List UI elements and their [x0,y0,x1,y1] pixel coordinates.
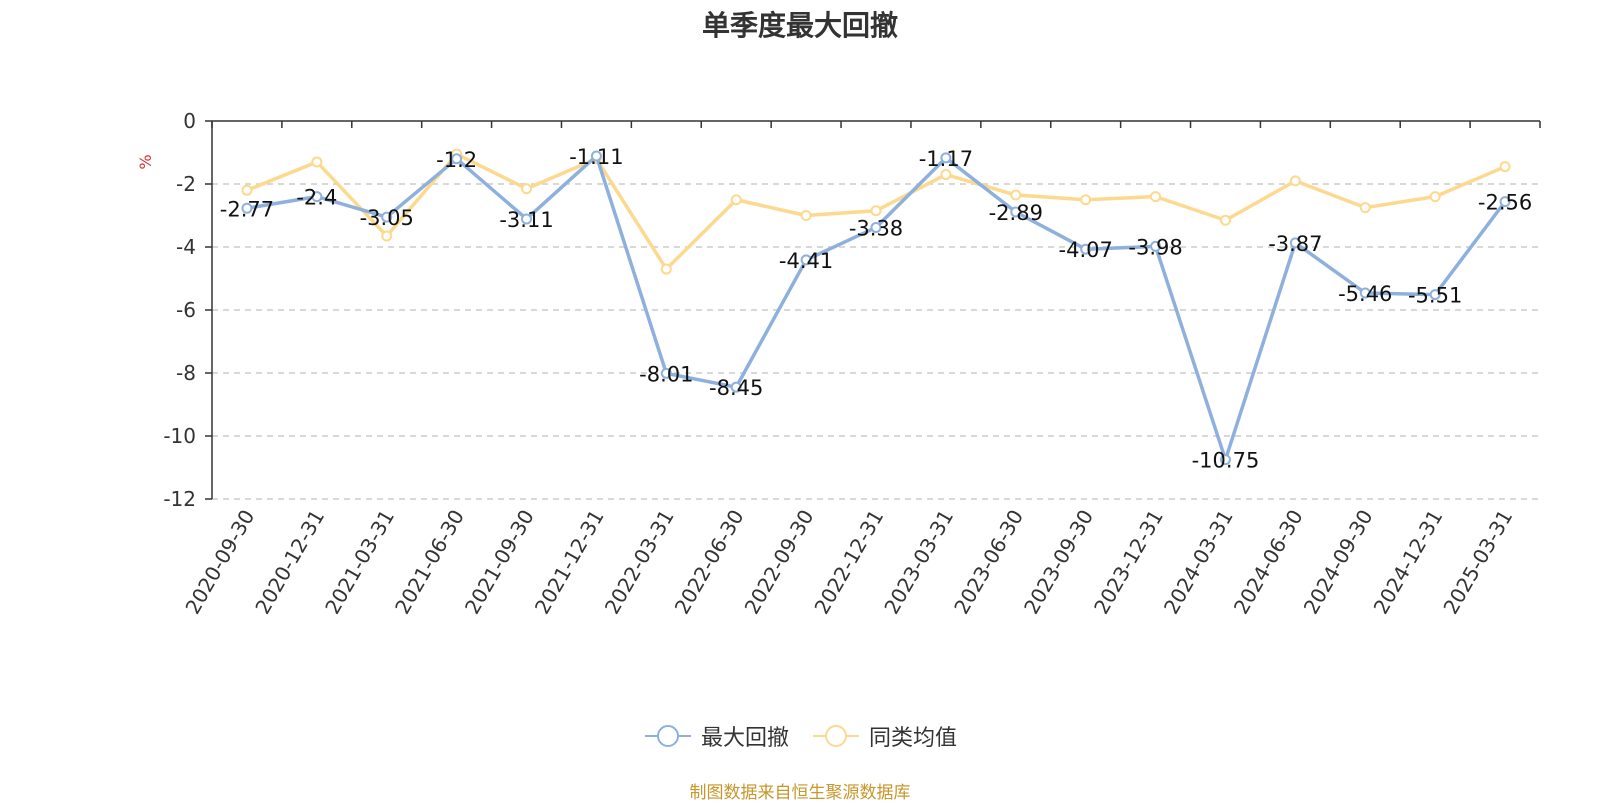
y-tick-label: -2 [176,172,196,196]
x-tick-label: 2022-06-30 [670,506,749,619]
data-point[interactable] [1010,206,1022,218]
series-line [246,154,1507,462]
data-point[interactable] [730,194,742,206]
y-tick-label: -4 [176,235,196,259]
y-tick-label: -6 [176,298,196,322]
data-label: -3.87 [1268,232,1322,256]
legend-line-icon [813,725,859,747]
x-tick-label: 2021-06-30 [390,506,469,619]
data-labels: -2.77 -2.4 -3.05 -1.2 -3.11 -1.11 -8.01 -8.45 -4… [220,145,1532,473]
data-label: -5.51 [1408,284,1462,308]
data-point[interactable] [311,156,323,168]
x-tick-label: 2021-03-31 [320,506,399,619]
data-label: -10.75 [1192,449,1260,473]
x-tick-label: 2020-12-31 [250,506,329,619]
data-point[interactable] [1429,191,1441,203]
data-point[interactable] [800,254,812,266]
x-tick-label: 2024-12-31 [1369,506,1448,619]
data-label: -3.98 [1128,235,1182,259]
legend-item[interactable]: 最大回撤 [643,720,789,752]
x-tick-label: 2024-03-31 [1159,506,1238,619]
x-tick-label: 2020-09-30 [180,506,259,619]
data-point[interactable] [381,230,393,242]
data-label: -8.45 [709,376,763,400]
data-point[interactable] [730,381,742,393]
axes: 0-2-4-6-8-10-122020-09-302020-12-312021-… [163,109,1541,619]
data-point[interactable] [241,202,253,214]
x-tick-label: 2022-12-31 [809,506,888,619]
x-tick-label: 2023-06-30 [949,506,1028,619]
data-label: -3.11 [499,208,553,232]
x-tick-label: 2022-09-30 [740,506,819,619]
data-point[interactable] [311,191,323,203]
legend-label: 最大回撤 [700,726,789,751]
data-point[interactable] [1010,189,1022,201]
x-tick-label: 2021-09-30 [460,506,539,619]
x-tick-label: 2022-03-31 [600,506,679,619]
data-point[interactable] [1429,289,1441,301]
x-tick-label: 2024-06-30 [1229,506,1308,619]
data-label: -1.17 [919,147,973,171]
data-point[interactable] [1499,196,1511,208]
legend: 最大回撤 同类均值 [0,720,1600,752]
data-point[interactable] [870,221,882,233]
data-point[interactable] [1499,161,1511,173]
y-axis-unit-label: % [136,154,155,169]
series-lines [241,148,1511,466]
data-label: -1.11 [569,145,623,169]
x-tick-label: 2023-12-31 [1089,506,1168,619]
data-point[interactable] [1219,454,1231,466]
data-point[interactable] [1080,243,1092,255]
data-label: -5.46 [1338,282,1392,306]
x-tick-label: 2024-09-30 [1299,506,1378,619]
data-label: -2.77 [220,197,274,221]
data-point[interactable] [1359,202,1371,214]
data-point[interactable] [1359,287,1371,299]
y-tick-label: -10 [163,424,196,448]
data-label: -2.89 [989,201,1043,225]
x-tick-label: 2021-12-31 [530,506,609,619]
data-point[interactable] [940,169,952,181]
chart-title: 单季度最大回撤 [701,9,898,42]
y-tick-label: 0 [183,109,196,133]
y-tick-label: -12 [163,487,196,511]
data-label: -4.07 [1059,238,1113,262]
data-point[interactable] [1219,214,1231,226]
data-point[interactable] [521,183,533,195]
data-point[interactable] [1289,237,1301,249]
data-point[interactable] [1289,175,1301,187]
data-label: -2.4 [296,186,337,210]
data-label: -2.56 [1478,191,1532,215]
data-point[interactable] [1080,194,1092,206]
x-tick-label: 2023-03-31 [879,506,958,619]
legend-item[interactable]: 同类均值 [811,720,957,752]
data-label: -3.38 [849,216,903,240]
data-point[interactable] [940,152,952,164]
data-point[interactable] [800,210,812,221]
data-label: -1.2 [436,148,477,172]
legend-label: 同类均值 [869,726,958,751]
source-text: 制图数据来自恒生聚源数据库 [689,783,911,803]
data-label: -3.05 [360,206,414,230]
data-label: -8.01 [639,362,693,386]
data-point[interactable] [1150,191,1162,203]
data-point[interactable] [241,184,253,196]
y-tick-label: -8 [176,361,196,385]
data-point[interactable] [1150,240,1162,252]
legend-line-icon [644,725,691,747]
data-label: -4.41 [779,249,833,273]
x-tick-label: 2023-09-30 [1019,506,1098,619]
data-point[interactable] [870,205,882,217]
x-tick-label: 2025-03-31 [1438,506,1517,619]
data-point[interactable] [521,213,533,225]
data-point[interactable] [451,153,463,165]
data-point[interactable] [590,150,602,162]
data-point[interactable] [660,263,672,275]
data-point[interactable] [660,367,672,379]
data-point[interactable] [381,211,393,223]
